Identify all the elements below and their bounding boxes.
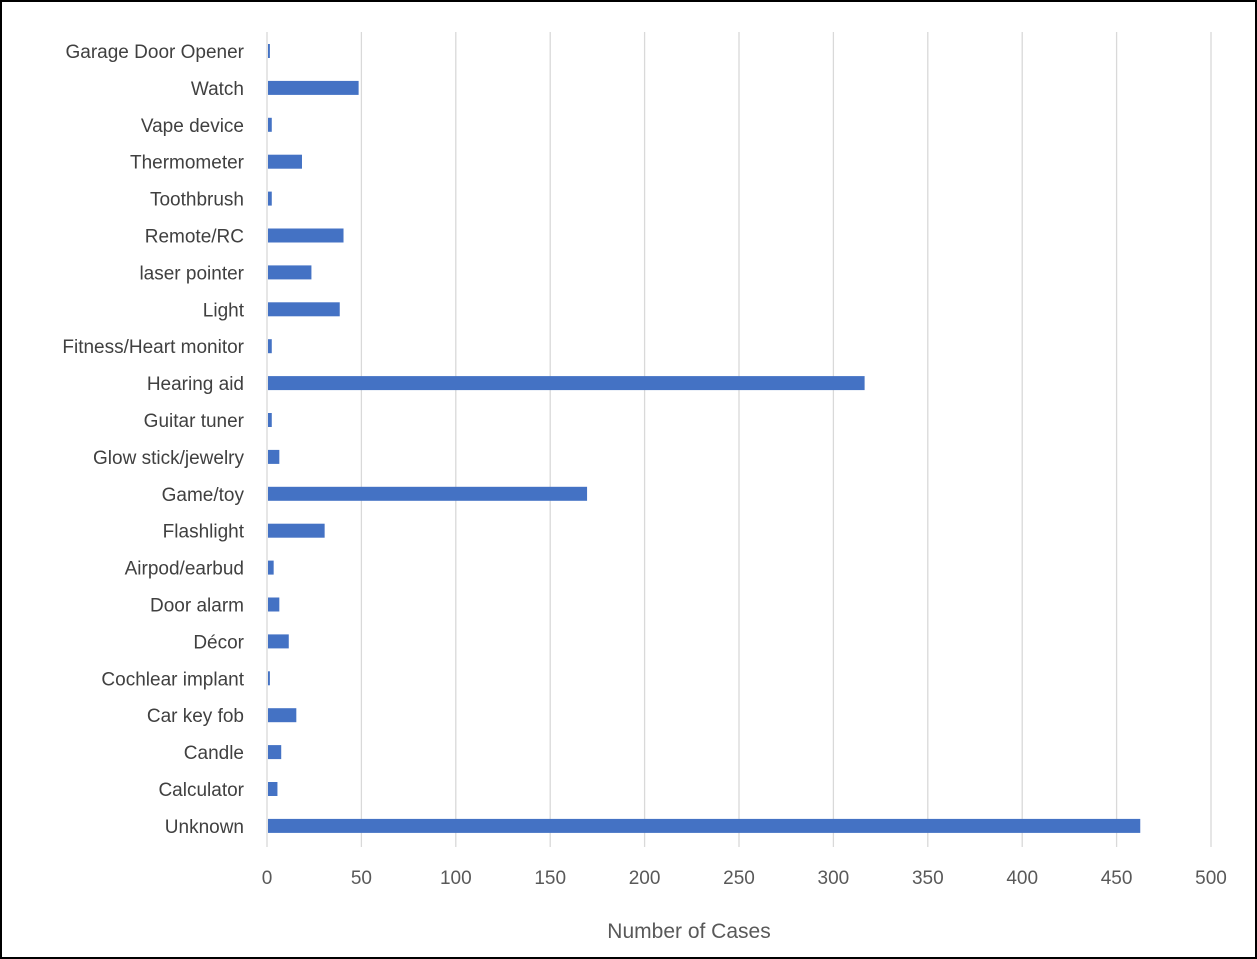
x-tick-labels: 0 50 100 150 200 250 300 350 400 450 500 bbox=[262, 868, 1227, 889]
category-label: Game/toy bbox=[162, 485, 245, 506]
category-label: laser pointer bbox=[139, 263, 244, 284]
bar bbox=[268, 708, 297, 723]
bars bbox=[268, 44, 1141, 833]
category-label: Hearing aid bbox=[147, 374, 244, 395]
category-label: Fitness/Heart monitor bbox=[62, 337, 244, 358]
category-label: Unknown bbox=[165, 817, 244, 838]
category-label: Garage Door Opener bbox=[66, 42, 245, 63]
category-label: Cochlear implant bbox=[101, 669, 244, 690]
bar bbox=[268, 302, 340, 317]
category-label: Calculator bbox=[158, 780, 244, 801]
category-label: Door alarm bbox=[150, 596, 244, 617]
x-tick-label: 400 bbox=[1006, 868, 1038, 889]
bar bbox=[268, 671, 270, 686]
x-tick-label: 200 bbox=[629, 868, 661, 889]
bar bbox=[268, 265, 312, 280]
x-tick-label: 500 bbox=[1195, 868, 1227, 889]
category-label: Candle bbox=[184, 743, 244, 764]
bar bbox=[268, 80, 359, 95]
x-tick-label: 0 bbox=[262, 868, 273, 889]
category-label: Toothbrush bbox=[150, 190, 244, 211]
bar bbox=[268, 560, 274, 575]
bar bbox=[268, 191, 272, 206]
bar bbox=[268, 523, 325, 538]
category-label: Car key fob bbox=[147, 706, 244, 727]
bar bbox=[268, 597, 280, 612]
category-label: Vape device bbox=[141, 116, 244, 137]
bar bbox=[268, 154, 302, 169]
x-tick-label: 250 bbox=[723, 868, 755, 889]
x-tick-label: 350 bbox=[912, 868, 944, 889]
bar bbox=[268, 818, 1141, 833]
bar bbox=[268, 486, 588, 501]
category-label: Guitar tuner bbox=[144, 411, 245, 432]
bar bbox=[268, 745, 282, 760]
category-label: Thermometer bbox=[130, 153, 245, 174]
x-tick-label: 300 bbox=[818, 868, 850, 889]
x-tick-label: 100 bbox=[440, 868, 472, 889]
bar bbox=[268, 117, 272, 132]
category-label: Remote/RC bbox=[145, 227, 244, 248]
bar bbox=[268, 634, 289, 649]
bar bbox=[268, 339, 272, 354]
x-tick-label: 450 bbox=[1101, 868, 1133, 889]
category-labels: Unknown Calculator Candle Car key fob Cochle… bbox=[62, 42, 244, 838]
x-axis-title: Number of Cases bbox=[607, 920, 770, 943]
category-label: Flashlight bbox=[163, 522, 245, 543]
bar bbox=[268, 449, 280, 464]
bar bbox=[268, 44, 270, 58]
category-label: Glow stick/jewelry bbox=[93, 448, 244, 469]
bar bbox=[268, 413, 272, 427]
category-label: Décor bbox=[193, 632, 244, 653]
bar bbox=[268, 782, 278, 796]
gridlines bbox=[266, 32, 1212, 847]
category-label: Light bbox=[203, 300, 245, 321]
category-label: Watch bbox=[191, 79, 244, 100]
bar bbox=[268, 228, 344, 243]
x-tick-label: 150 bbox=[534, 868, 566, 889]
category-label: Airpod/earbud bbox=[125, 559, 244, 580]
x-tick-label: 50 bbox=[351, 868, 372, 889]
bar bbox=[268, 376, 865, 391]
